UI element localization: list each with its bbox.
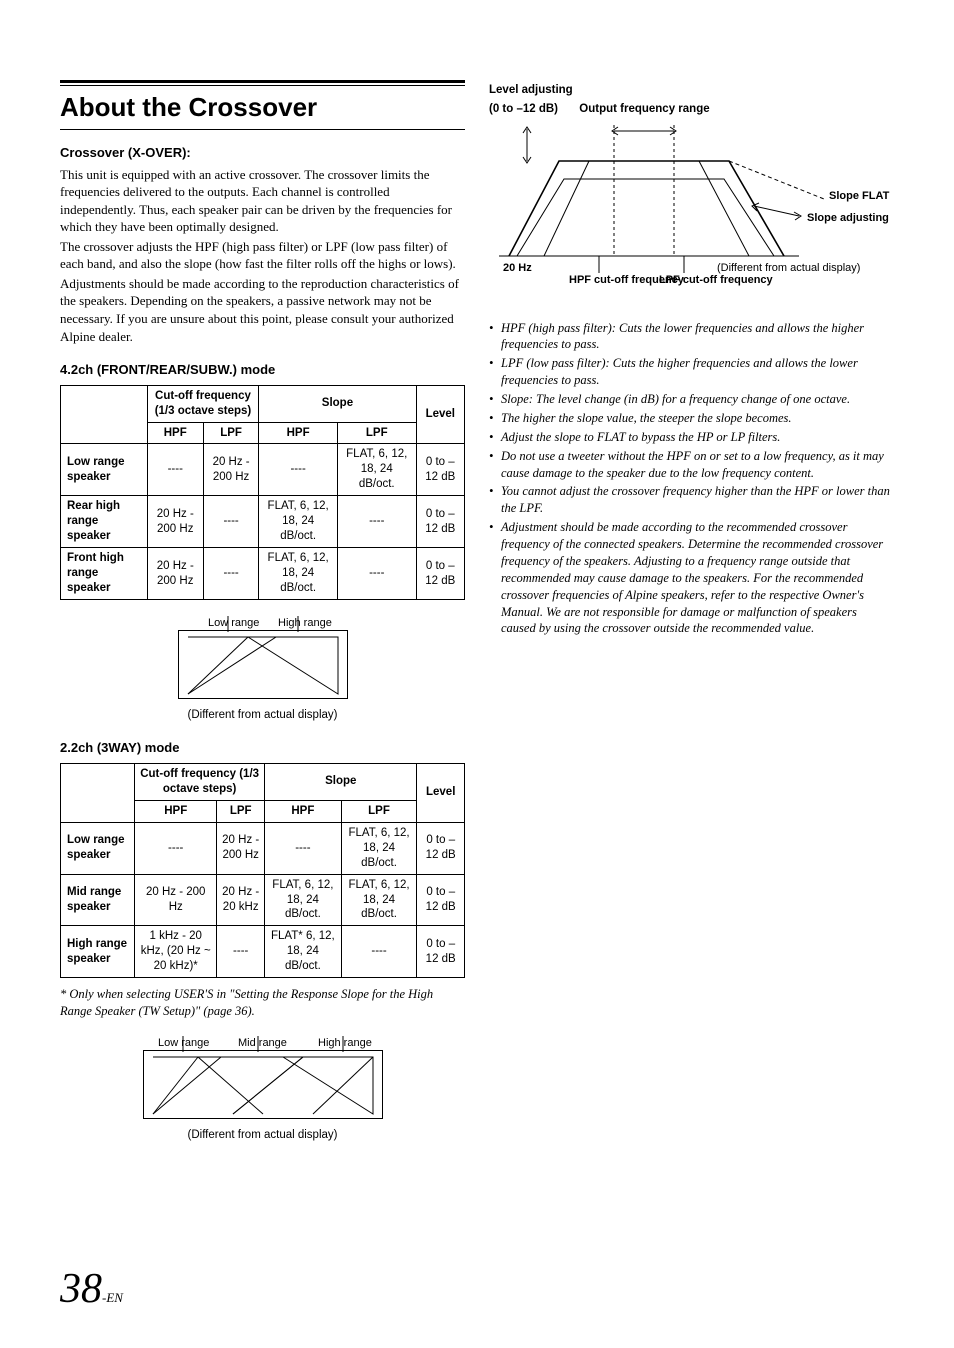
th-hpf: HPF bbox=[135, 800, 217, 822]
svg-text:Low range: Low range bbox=[158, 1037, 209, 1049]
list-item: HPF (high pass filter): Cuts the lower f… bbox=[489, 320, 894, 354]
heading-rule bbox=[60, 129, 465, 130]
diagram-caption: (Different from actual display) bbox=[188, 1128, 338, 1144]
svg-text:LPF cut-off frequency: LPF cut-off frequency bbox=[659, 274, 774, 286]
heading-rule bbox=[60, 80, 465, 83]
page-title: About the Crossover bbox=[60, 90, 465, 125]
table-row: Rear high range speaker 20 Hz - 200 Hz -… bbox=[61, 496, 465, 548]
svg-text:High range: High range bbox=[278, 617, 332, 629]
th-cutoff: Cut-off frequency (1/3 octave steps) bbox=[147, 385, 259, 422]
body-paragraph: The crossover adjusts the HPF (high pass… bbox=[60, 238, 465, 273]
th-cutoff: Cut-off frequency (1/3 octave steps) bbox=[135, 763, 265, 800]
svg-text:Low range: Low range bbox=[208, 617, 259, 629]
th-hpf: HPF bbox=[147, 422, 203, 444]
page-number: 38-EN bbox=[60, 1261, 123, 1318]
th-level: Level bbox=[416, 385, 464, 444]
subhead-mode2: 2.2ch (3WAY) mode bbox=[60, 739, 465, 757]
crossover-diagram-2band: Low range High range bbox=[178, 614, 348, 704]
th-hpf: HPF bbox=[265, 800, 342, 822]
table-row: Mid range speaker 20 Hz - 200 Hz 20 Hz -… bbox=[61, 874, 465, 926]
notes-list: HPF (high pass filter): Cuts the lower f… bbox=[489, 320, 894, 638]
label-level-range: (0 to –12 dB) bbox=[489, 103, 558, 115]
list-item: Adjustment should be made according to t… bbox=[489, 519, 894, 637]
table-row: Low range speaker ---- 20 Hz - 200 Hz --… bbox=[61, 822, 465, 874]
list-item: LPF (low pass filter): Cuts the higher f… bbox=[489, 355, 894, 389]
th-slope: Slope bbox=[259, 385, 416, 422]
list-item: You cannot adjust the crossover frequenc… bbox=[489, 483, 894, 517]
heading-rule bbox=[60, 85, 465, 86]
crossover-table-2-2ch: Cut-off frequency (1/3 octave steps) Slo… bbox=[60, 763, 465, 978]
body-paragraph: This unit is equipped with an active cro… bbox=[60, 166, 465, 236]
svg-text:20 Hz: 20 Hz bbox=[503, 262, 532, 274]
subhead-mode1: 4.2ch (FRONT/REAR/SUBW.) mode bbox=[60, 361, 465, 379]
diagram-caption: (Different from actual display) bbox=[188, 708, 338, 724]
footnote: * Only when selecting USER'S in "Setting… bbox=[60, 986, 465, 1020]
crossover-table-4-2ch: Cut-off frequency (1/3 octave steps) Slo… bbox=[60, 385, 465, 600]
crossover-response-diagram: Slope FLAT Slope adjusting 20 Hz (Differ… bbox=[489, 121, 894, 301]
body-paragraph: Adjustments should be made according to … bbox=[60, 275, 465, 345]
th-lpf: LPF bbox=[337, 422, 416, 444]
svg-text:Mid range: Mid range bbox=[238, 1037, 287, 1049]
list-item: Adjust the slope to FLAT to bypass the H… bbox=[489, 429, 894, 446]
label-output-range: Output frequency range bbox=[579, 103, 709, 115]
th-lpf: LPF bbox=[203, 422, 258, 444]
th-lpf: LPF bbox=[341, 800, 417, 822]
subhead-crossover: Crossover (X-OVER): bbox=[60, 144, 465, 162]
svg-text:(Different from actual display: (Different from actual display) bbox=[717, 262, 860, 274]
list-item: The higher the slope value, the steeper … bbox=[489, 410, 894, 427]
th-hpf: HPF bbox=[259, 422, 338, 444]
th-lpf: LPF bbox=[217, 800, 265, 822]
table-row: High range speaker 1 kHz - 20 kHz, (20 H… bbox=[61, 926, 465, 978]
table-row: Low range speaker ---- 20 Hz - 200 Hz --… bbox=[61, 444, 465, 496]
th-slope: Slope bbox=[265, 763, 417, 800]
svg-text:High range: High range bbox=[318, 1037, 372, 1049]
list-item: Slope: The level change (in dB) for a fr… bbox=[489, 391, 894, 408]
svg-text:Slope FLAT: Slope FLAT bbox=[829, 190, 890, 202]
list-item: Do not use a tweeter without the HPF on … bbox=[489, 448, 894, 482]
th-level: Level bbox=[417, 763, 465, 822]
label-level-adjust: Level adjusting bbox=[489, 84, 573, 96]
crossover-diagram-3band: Low range Mid range High range bbox=[143, 1034, 383, 1124]
table-row: Front high range speaker 20 Hz - 200 Hz … bbox=[61, 548, 465, 600]
svg-text:Slope adjusting: Slope adjusting bbox=[807, 212, 889, 224]
